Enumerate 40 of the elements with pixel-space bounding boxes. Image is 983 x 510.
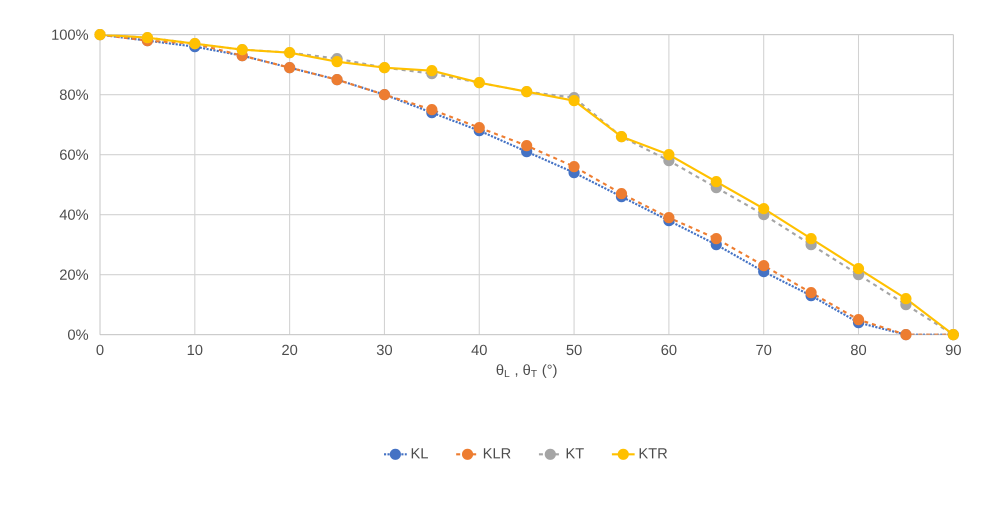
- x-tick-label: 30: [376, 344, 392, 356]
- y-tick-label: 0%: [68, 329, 88, 340]
- point: [568, 95, 580, 106]
- point: [568, 161, 580, 172]
- point: [758, 203, 770, 214]
- x-tick-label: 60: [661, 344, 676, 356]
- x-tick-label: 70: [756, 344, 772, 356]
- point: [426, 65, 438, 76]
- point: [806, 287, 817, 298]
- point: [663, 149, 674, 160]
- y-tick-label: 80%: [60, 89, 88, 100]
- point: [758, 260, 770, 272]
- y-tick-label: 100%: [52, 29, 88, 40]
- point: [426, 104, 438, 116]
- x-tick-label: 90: [946, 344, 961, 356]
- legend-label: KL: [412, 448, 428, 458]
- point: [331, 56, 343, 68]
- point: [852, 263, 864, 274]
- point: [852, 314, 864, 326]
- point: [710, 233, 722, 244]
- point: [710, 176, 722, 188]
- point: [663, 212, 674, 224]
- legend-label: KTR: [640, 448, 668, 458]
- x-axis-title: θ$_{L}$ , θ$_{T}$ (°): [496, 364, 557, 378]
- y-tick-label: 40%: [60, 209, 88, 220]
- point: [900, 293, 912, 304]
- point: [521, 140, 532, 152]
- x-tick-label: 40: [471, 344, 487, 356]
- legend-label: KLR: [484, 448, 511, 458]
- y-tick-label: 60%: [60, 149, 88, 160]
- point: [616, 188, 628, 200]
- point: [474, 122, 485, 134]
- y-tick-label: 20%: [60, 269, 88, 280]
- x-tick-label: 80: [850, 344, 866, 356]
- x-tick-label: 20: [282, 344, 298, 356]
- legend-label: KT: [566, 448, 584, 458]
- x-tick-label: 0: [96, 344, 104, 356]
- x-tick-label: 10: [188, 344, 202, 356]
- point: [806, 233, 817, 244]
- x-tick-label: 50: [566, 344, 582, 356]
